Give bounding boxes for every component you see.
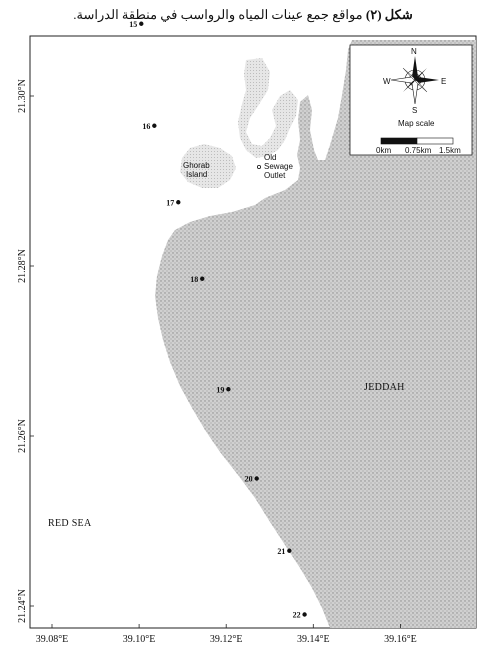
northern-reef [238, 58, 298, 158]
station-15-label: 15 [129, 20, 137, 29]
jeddah-landmass [155, 40, 476, 628]
station-19-label: 19 [216, 385, 224, 394]
station-22-label: 22 [293, 611, 301, 620]
legend-box: N S E W Map scale 0km 0.75km 1.5km [349, 44, 473, 156]
scale-label-0: 0km [376, 146, 391, 155]
scale-label-1: 0.75km [405, 146, 432, 155]
station-15-marker [139, 21, 144, 26]
ghorab-label-line2: Island [186, 170, 207, 179]
lat-tick-label: 21.24°N [17, 589, 28, 623]
station-19-marker [226, 387, 231, 392]
lon-tick-label: 39.12°E [210, 634, 243, 645]
station-22-marker [302, 612, 307, 617]
sewage-label-line1: Old [264, 153, 276, 162]
compass-w: W [383, 77, 391, 86]
sewage-label-line3: Outlet [264, 171, 286, 180]
ghorab-label-line1: Ghorab [183, 161, 210, 170]
lat-tick-label: 21.26°N [17, 419, 28, 453]
lat-tick-label: 21.28°N [17, 249, 28, 283]
sewage-outlet-marker [256, 164, 261, 169]
jeddah-label: JEDDAH [364, 382, 405, 393]
lon-tick-label: 39.16°E [384, 634, 417, 645]
station-20-marker [254, 476, 259, 481]
figure-caption: شكل (٢) مواقع جمع عينات المياه والرواسب … [0, 7, 486, 23]
station-16-marker [152, 123, 157, 128]
lat-tick-label: 21.30°N [17, 79, 28, 113]
lon-tick-label: 39.14°E [297, 634, 330, 645]
lon-tick-label: 39.08°E [36, 634, 69, 645]
longitude-labels: 39.08°E 39.10°E 39.12°E 39.14°E 39.16°E [36, 624, 417, 645]
lon-tick-label: 39.10°E [123, 634, 156, 645]
caption-bold: شكل (٢) [365, 7, 413, 22]
latitude-labels: 21.36°N21.34°N21.32°N21.30°N21.28°N21.26… [17, 79, 34, 623]
station-18-label: 18 [190, 275, 198, 284]
map-scale-title: Map scale [398, 119, 435, 128]
station-17-marker [176, 200, 181, 205]
sampling-stations: 12345678910111213141516171819202122 [129, 20, 307, 620]
compass-s: S [412, 106, 417, 115]
compass-n: N [411, 47, 417, 56]
station-21-marker [287, 548, 292, 553]
sewage-label-line2: Sewage [264, 162, 293, 171]
station-16-label: 16 [142, 122, 150, 131]
compass-e: E [441, 77, 446, 86]
scale-label-2: 1.5km [439, 146, 461, 155]
red-sea-label: RED SEA [48, 518, 92, 529]
ghorab-island [180, 144, 236, 188]
caption-text: مواقع جمع عينات المياه والرواسب في منطقة… [73, 7, 363, 22]
scale-bar [380, 137, 454, 145]
station-18-marker [200, 276, 205, 281]
station-21-label: 21 [277, 547, 285, 556]
station-20-label: 20 [245, 475, 253, 484]
compass-rose-icon [390, 56, 439, 105]
station-17-label: 17 [166, 198, 174, 207]
